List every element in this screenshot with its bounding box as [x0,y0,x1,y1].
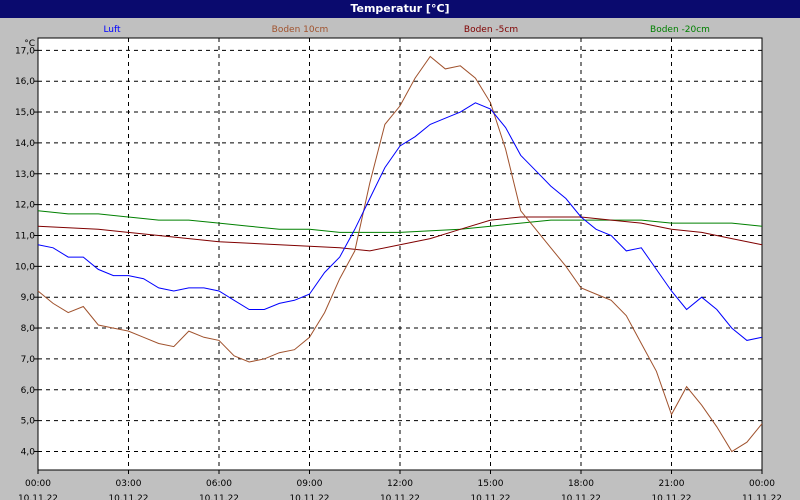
legend-entry: Luft [103,25,121,35]
y-tick-label: 10,0 [15,262,35,272]
y-tick-label: 16,0 [15,77,35,87]
series-line [37,216,763,252]
y-axis-label: °C [24,39,35,49]
window-title: Temperatur [°C] [0,0,800,18]
y-tick-label: 4,0 [21,447,36,457]
series-lines [37,55,763,453]
x-tick-time: 09:00 [297,479,323,489]
x-tick-time: 00:00 [25,479,51,489]
x-axis: 00:00 10.11.22 03:00 10.11.22 06:00 10.11.22 0… [18,470,782,500]
x-tick-date: 11.11.22 [742,494,782,500]
x-tick-date: 10.11.22 [18,494,58,500]
y-tick-label: 17,0 [15,46,35,56]
legend-entry: Boden -5cm [464,25,518,35]
y-tick-label: 15,0 [15,108,35,118]
x-tick-date: 10.11.22 [199,494,239,500]
y-tick-label: 9,0 [21,293,36,303]
legend-entry: Boden 10cm [272,25,329,35]
x-tick-time: 15:00 [478,479,504,489]
x-tick-date: 10.11.22 [651,494,691,500]
y-tick-label: 11,0 [15,231,35,241]
x-tick-time: 06:00 [206,479,232,489]
series-line [37,210,763,233]
x-tick-time: 18:00 [568,479,594,489]
x-tick-date: 10.11.22 [108,494,148,500]
x-tick-date: 10.11.22 [561,494,601,500]
x-tick-time: 21:00 [659,479,685,489]
legend-entry: Boden -20cm [650,25,710,35]
series-line [37,102,763,341]
series-line [37,55,763,453]
x-tick-date: 10.11.22 [380,494,420,500]
x-tick-time: 00:00 [749,479,775,489]
x-tick-date: 10.11.22 [470,494,510,500]
grid [38,38,762,470]
x-tick-date: 10.11.22 [289,494,329,500]
y-tick-label: 7,0 [21,355,36,365]
y-tick-label: 8,0 [21,324,36,334]
y-tick-label: 5,0 [21,417,36,427]
legend: Luft Boden 10cm Boden -5cm Boden -20cm [103,25,710,35]
x-tick-time: 12:00 [387,479,413,489]
x-tick-time: 03:00 [116,479,142,489]
y-tick-label: 6,0 [21,386,36,396]
y-tick-label: 12,0 [15,201,35,211]
temperature-chart: 4,0 5,0 6,0 7,0 8,0 9,0 10,0 11,0 12,0 13,0 14,0 15… [15,25,782,500]
y-tick-label: 14,0 [15,139,35,149]
y-axis: 4,0 5,0 6,0 7,0 8,0 9,0 10,0 11,0 12,0 13,0 14,0 15… [15,39,38,457]
y-tick-label: 13,0 [15,170,35,180]
